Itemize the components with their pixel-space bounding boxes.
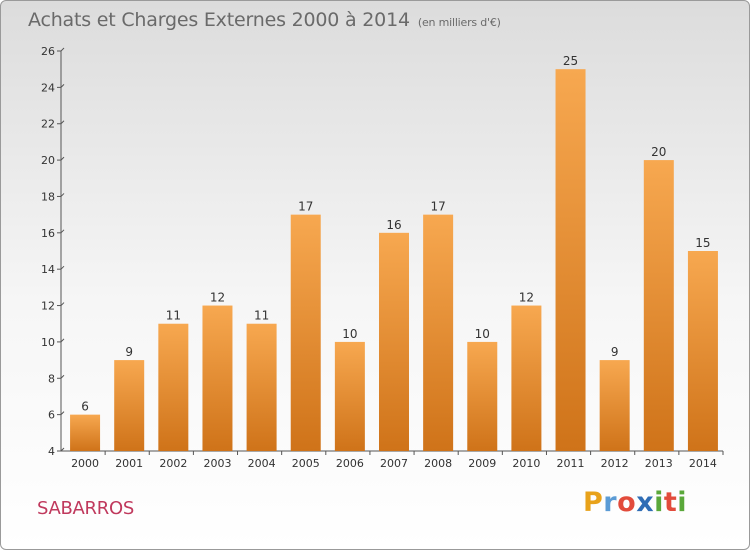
- data-label: 6: [81, 400, 89, 414]
- y-tick-mark: [60, 84, 65, 88]
- data-label: 9: [611, 345, 619, 359]
- y-tick-label: 16: [41, 227, 55, 240]
- brand-letter: P: [583, 487, 604, 518]
- bar: [423, 214, 454, 451]
- x-tick-label: 2010: [512, 457, 540, 470]
- data-label: 25: [563, 54, 578, 68]
- x-tick-label: 2012: [601, 457, 629, 470]
- brand-letter: r: [603, 487, 618, 518]
- bar: [246, 323, 277, 451]
- x-tick-label: 2014: [689, 457, 717, 470]
- data-label: 11: [166, 309, 181, 323]
- y-tick-mark: [60, 156, 65, 161]
- y-tick-label: 18: [41, 190, 55, 203]
- y-tick-label: 4: [48, 445, 55, 458]
- y-tick-mark: [60, 229, 65, 234]
- data-label: 12: [210, 291, 225, 305]
- y-tick-mark: [60, 47, 65, 52]
- bar: [555, 69, 586, 451]
- commune-name: SABARROS: [37, 498, 134, 519]
- y-tick-label: 10: [41, 336, 55, 349]
- x-tick-label: 2004: [248, 457, 276, 470]
- data-label: 10: [342, 327, 357, 341]
- brand-logo[interactable]: Proxiti: [583, 487, 687, 518]
- brand-letter: i: [677, 487, 688, 518]
- y-tick-label: 26: [41, 45, 55, 58]
- y-tick-label: 6: [48, 409, 55, 422]
- bar: [511, 305, 542, 451]
- data-label: 9: [125, 345, 133, 359]
- y-tick-mark: [60, 374, 65, 379]
- y-tick-label: 22: [41, 118, 55, 131]
- bar: [114, 360, 145, 451]
- x-tick-label: 2009: [468, 457, 496, 470]
- chart-bars: [70, 69, 718, 451]
- data-label: 16: [386, 218, 401, 232]
- y-tick-mark: [60, 447, 65, 452]
- y-tick-mark: [60, 193, 65, 197]
- bar: [158, 323, 189, 451]
- brand-letter: x: [636, 487, 655, 518]
- brand-letter: o: [617, 487, 637, 518]
- x-tick-label: 2011: [557, 457, 585, 470]
- y-tick-mark: [60, 120, 65, 125]
- y-tick-label: 12: [41, 300, 55, 313]
- bar: [379, 232, 409, 451]
- x-tick-label: 2001: [115, 457, 143, 470]
- bar: [290, 214, 321, 451]
- bar: [70, 414, 101, 451]
- y-tick-label: 20: [41, 154, 55, 167]
- data-label: 17: [430, 200, 445, 214]
- x-tick-label: 2006: [336, 457, 364, 470]
- data-label: 10: [475, 327, 490, 341]
- chart-title-text: Achats et Charges Externes 2000 à 2014: [28, 9, 410, 31]
- bar: [687, 251, 718, 451]
- y-tick-mark: [60, 338, 65, 343]
- x-tick-label: 2000: [71, 457, 99, 470]
- data-label: 11: [254, 309, 269, 323]
- y-tick-mark: [60, 265, 65, 270]
- y-tick-label: 8: [48, 372, 55, 385]
- bar: [467, 341, 498, 451]
- chart-subtitle: (en milliers d'€): [417, 16, 501, 29]
- chart-labels: 4 6 8 10 12 14 16 18 20 22 24 26 2000 6 2001 9 2002 11 200…: [41, 45, 717, 470]
- x-tick-label: 2007: [380, 457, 408, 470]
- y-tick-mark: [60, 302, 65, 306]
- y-tick-label: 24: [41, 81, 55, 94]
- brand-letter: i: [654, 487, 664, 518]
- brand-letter: t: [663, 487, 678, 518]
- y-tick-mark: [60, 411, 65, 415]
- y-tick-label: 14: [41, 263, 55, 276]
- x-tick-label: 2005: [292, 457, 320, 470]
- chart-title: Achats et Charges Externes 2000 à 2014 (e…: [28, 9, 501, 31]
- data-label: 20: [651, 145, 666, 159]
- x-tick-label: 2008: [424, 457, 452, 470]
- x-tick-label: 2013: [645, 457, 673, 470]
- data-label: 15: [695, 236, 710, 250]
- data-label: 17: [298, 200, 313, 214]
- bar: [643, 160, 674, 451]
- bar: [202, 305, 233, 451]
- x-tick-label: 2002: [159, 457, 187, 470]
- bar: [334, 341, 365, 451]
- data-label: 12: [519, 291, 534, 305]
- bar: [599, 360, 630, 451]
- x-tick-label: 2003: [203, 457, 231, 470]
